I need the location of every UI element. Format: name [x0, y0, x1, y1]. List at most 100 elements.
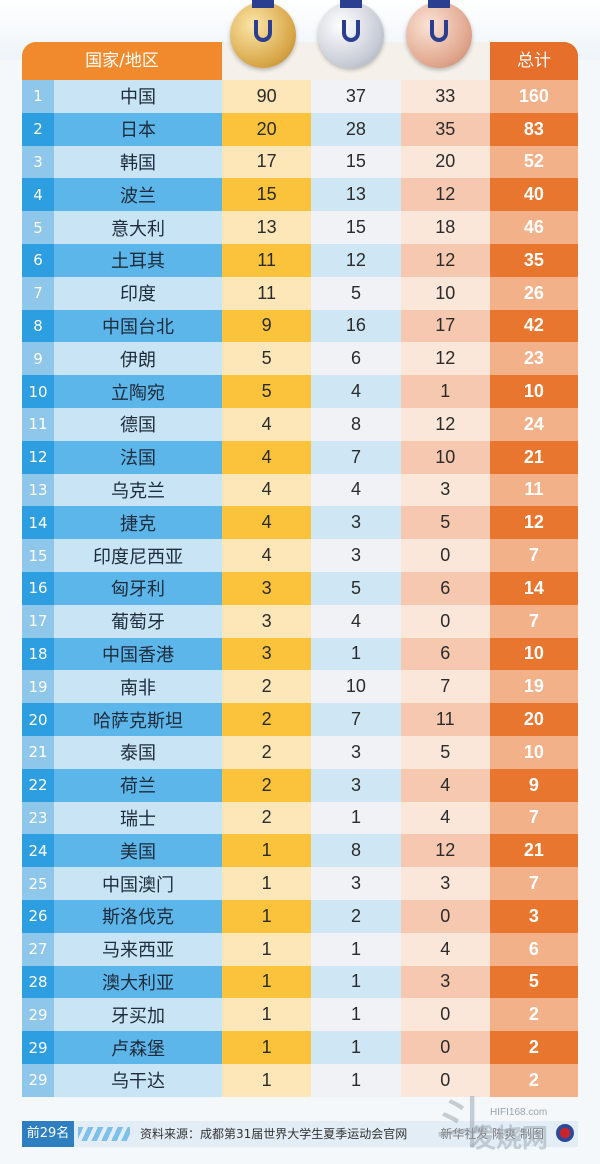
table-row: 17 葡萄牙 3 4 0 7 [22, 604, 578, 638]
silver-cell: 12 [311, 243, 401, 277]
country-cell: 德国 [54, 407, 222, 441]
bronze-cell: 0 [400, 899, 490, 933]
table-row: 29 牙买加 1 1 0 2 [22, 998, 578, 1032]
gold-cell: 1 [222, 899, 312, 933]
table-row: 5 意大利 13 15 18 46 [22, 211, 578, 244]
country-cell: 瑞士 [54, 801, 222, 835]
silver-cell: 1 [311, 998, 401, 1032]
rank-cell: 19 [22, 670, 54, 704]
gold-cell: 4 [222, 539, 312, 572]
country-cell: 斯洛伐克 [54, 899, 222, 933]
total-cell: 10 [489, 637, 578, 671]
country-cell: 中国澳门 [54, 867, 222, 900]
country-cell: 伊朗 [54, 342, 222, 376]
total-cell: 2 [489, 998, 578, 1032]
table-row: 16 匈牙利 3 5 6 14 [22, 571, 578, 605]
silver-cell: 8 [311, 407, 401, 441]
bronze-cell: 0 [400, 1063, 490, 1097]
total-cell: 10 [489, 375, 578, 408]
rank-cell: 27 [22, 932, 54, 966]
total-cell: 7 [489, 867, 578, 900]
gold-cell: 3 [222, 571, 312, 605]
rank-cell: 13 [22, 473, 54, 507]
table-row: 12 法国 4 7 10 21 [22, 440, 578, 474]
total-cell: 11 [489, 473, 578, 507]
total-cell: 2 [489, 1063, 578, 1097]
bronze-medal-icon [406, 0, 472, 68]
table-header: 国家/地区 总计 [22, 0, 578, 80]
country-cell: 中国台北 [54, 309, 222, 343]
credit-text: 新华社发 陈爽 制图 [440, 1127, 544, 1141]
gold-cell: 4 [222, 407, 312, 441]
rank-cell: 11 [22, 407, 54, 441]
total-cell: 24 [489, 407, 578, 441]
country-cell: 捷克 [54, 506, 222, 540]
bronze-cell: 12 [400, 407, 490, 441]
rank-cell: 26 [22, 899, 54, 933]
total-cell: 10 [489, 735, 578, 769]
silver-cell: 15 [311, 145, 401, 179]
bronze-cell: 0 [400, 539, 490, 572]
country-cell: 法国 [54, 440, 222, 474]
rank-cell: 21 [22, 735, 54, 769]
rank-cell: 12 [22, 440, 54, 474]
country-cell: 日本 [54, 112, 222, 146]
rank-cell: 10 [22, 375, 54, 408]
total-cell: 23 [489, 342, 578, 376]
medal-table: 1 中国 90 37 33 160 2 日本 20 28 35 83 3 韩国 17 15 20 52 4 波兰 15 1… [22, 80, 578, 1097]
total-cell: 46 [489, 211, 578, 244]
country-cell: 卢森堡 [54, 1031, 222, 1064]
gold-cell: 11 [222, 243, 312, 277]
total-cell: 19 [489, 670, 578, 704]
bronze-cell: 12 [400, 834, 490, 868]
gold-cell: 5 [222, 342, 312, 376]
logo-icon [556, 1124, 574, 1142]
silver-cell: 4 [311, 473, 401, 507]
bronze-cell: 5 [400, 506, 490, 540]
gold-cell: 4 [222, 440, 312, 474]
total-cell: 42 [489, 309, 578, 343]
rank-cell: 15 [22, 539, 54, 572]
total-cell: 21 [489, 834, 578, 868]
footer: 前29名 资料来源：成都第31届世界大学生夏季运动会官网 新华社发 陈爽 制图 [22, 1121, 578, 1147]
bronze-cell: 20 [400, 145, 490, 179]
gold-cell: 2 [222, 703, 312, 736]
gold-cell: 5 [222, 375, 312, 408]
rank-cell: 3 [22, 145, 54, 179]
gold-cell: 1 [222, 1031, 312, 1064]
silver-cell: 28 [311, 112, 401, 146]
rank-cell: 24 [22, 834, 54, 868]
gold-cell: 90 [222, 80, 312, 113]
table-row: 20 哈萨克斯坦 2 7 11 20 [22, 703, 578, 736]
rank-cell: 18 [22, 637, 54, 671]
table-row: 18 中国香港 3 1 6 10 [22, 637, 578, 671]
table-row: 26 斯洛伐克 1 2 0 3 [22, 899, 578, 933]
total-cell: 5 [489, 965, 578, 999]
rank-cell: 8 [22, 309, 54, 343]
country-cell: 土耳其 [54, 243, 222, 277]
total-cell: 6 [489, 932, 578, 966]
gold-medal-icon [230, 0, 296, 68]
bronze-cell: 3 [400, 473, 490, 507]
table-row: 27 马来西亚 1 1 4 6 [22, 932, 578, 966]
watermark-url: HIFI168.com [490, 1107, 548, 1118]
total-cell: 7 [489, 604, 578, 638]
bronze-cell: 33 [400, 80, 490, 113]
silver-cell: 13 [311, 178, 401, 212]
table-row: 2 日本 20 28 35 83 [22, 112, 578, 146]
silver-cell: 15 [311, 211, 401, 244]
total-cell: 2 [489, 1031, 578, 1064]
rank-cell: 16 [22, 571, 54, 605]
gold-cell: 2 [222, 670, 312, 704]
rank-cell: 17 [22, 604, 54, 638]
bronze-cell: 17 [400, 309, 490, 343]
country-cell: 荷兰 [54, 768, 222, 802]
country-cell: 乌干达 [54, 1063, 222, 1097]
total-cell: 83 [489, 112, 578, 146]
table-row: 29 乌干达 1 1 0 2 [22, 1063, 578, 1097]
gold-cell: 4 [222, 473, 312, 507]
silver-medal-icon [318, 0, 384, 68]
total-cell: 14 [489, 571, 578, 605]
silver-cell: 5 [311, 571, 401, 605]
rank-cell: 14 [22, 506, 54, 540]
